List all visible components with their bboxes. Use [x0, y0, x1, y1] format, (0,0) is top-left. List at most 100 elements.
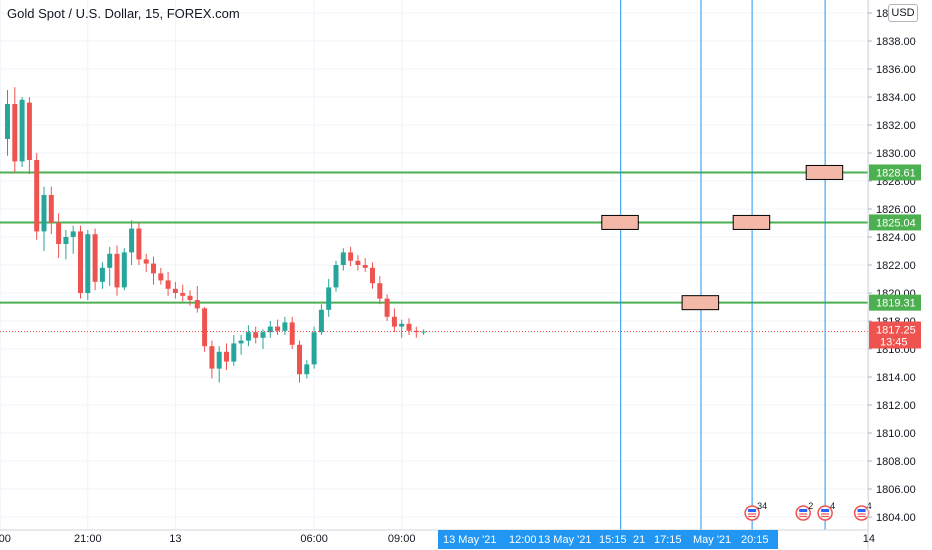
- candle-body: [56, 223, 62, 244]
- candle-body: [333, 265, 339, 288]
- time-tag-label: 13 May '21: [538, 534, 591, 546]
- level-price-tag-label: 1825.04: [876, 217, 916, 229]
- marker-rect[interactable]: [732, 214, 771, 230]
- time-tick-label: 6:00: [0, 533, 11, 545]
- candle-body: [99, 267, 105, 282]
- event-count: 34: [757, 501, 767, 511]
- currency-button[interactable]: USD: [888, 4, 918, 22]
- candle-body: [41, 195, 47, 232]
- time-tick-label: 13: [169, 533, 181, 545]
- candle-body: [318, 309, 324, 333]
- candle-body: [231, 343, 237, 362]
- time-tick-label: 06:00: [300, 533, 328, 545]
- price-tick-label: 1830.00: [876, 148, 916, 160]
- candle-body: [151, 263, 156, 274]
- economic-events[interactable]: 34 2 4 4: [744, 501, 872, 521]
- candle-body: [70, 231, 76, 237]
- flag-canton: [857, 509, 866, 512]
- flag-canton: [748, 509, 757, 512]
- price-axis[interactable]: 1804.00 1806.00 1808.00 1810.00 1812.00 1814.…: [867, 0, 921, 550]
- price-tick-label: 1824.00: [876, 232, 916, 244]
- level-price-tag[interactable]: [869, 214, 921, 231]
- candle-body: [12, 104, 18, 162]
- horizontal-levels[interactable]: [0, 171, 868, 304]
- candle-body: [5, 104, 10, 139]
- level-price-tag-label: 1828.61: [876, 167, 916, 179]
- time-tag-label: 17:15: [654, 534, 682, 546]
- candle-body: [275, 326, 281, 331]
- time-tag-label: 21: [633, 534, 645, 546]
- candle-body: [370, 267, 375, 284]
- marker-rect[interactable]: [681, 295, 720, 311]
- candle-body: [267, 326, 273, 333]
- candle-body: [136, 228, 142, 260]
- time-tag-label: 12:00: [509, 534, 537, 546]
- candle-body: [172, 288, 178, 293]
- price-tick-label: 1836.00: [876, 64, 916, 76]
- candle-body: [114, 253, 120, 288]
- candle-body: [34, 160, 40, 232]
- chart-title: Gold Spot / U.S. Dollar, 15, FOREX.com: [7, 6, 240, 21]
- time-tag-label: 20:15: [741, 534, 769, 546]
- candle-body: [78, 231, 83, 293]
- price-tick-label: 1838.00: [876, 36, 916, 48]
- candle-body: [245, 332, 251, 341]
- level-price-tag-label: 1819.31: [876, 298, 916, 310]
- candle-body: [413, 330, 419, 333]
- candle-body: [238, 340, 244, 344]
- candle-body: [129, 228, 135, 253]
- candle-body: [289, 322, 295, 345]
- candles: [5, 87, 427, 383]
- candle-body: [282, 322, 288, 331]
- candle-body: [158, 273, 164, 281]
- candle-body: [26, 102, 32, 160]
- candle-body: [406, 323, 412, 331]
- candle-body: [19, 99, 25, 162]
- candle-body: [377, 283, 383, 299]
- candle-body: [253, 332, 259, 338]
- time-tick-label: 14: [863, 533, 875, 545]
- price-tick-label: 1804.00: [876, 512, 916, 524]
- time-tag-label: May '21: [693, 534, 731, 546]
- price-tick-label: 1832.00: [876, 120, 916, 132]
- level-price-tag[interactable]: [869, 164, 921, 181]
- countdown-label: 13:45: [880, 337, 908, 349]
- level-price-tag[interactable]: [869, 294, 921, 311]
- price-tick-label: 1808.00: [876, 456, 916, 468]
- flag-canton: [821, 509, 830, 512]
- price-tick-label: 1834.00: [876, 92, 916, 104]
- candle-body: [216, 351, 222, 369]
- time-tag-label: 13 May '21: [443, 534, 496, 546]
- candle-body: [107, 253, 113, 268]
- markers[interactable]: [601, 164, 844, 311]
- candle-body: [384, 298, 390, 317]
- candle-body: [92, 234, 98, 282]
- candle-body: [63, 237, 69, 244]
- price-tick-label: 1826.00: [876, 204, 916, 216]
- vertical-lines[interactable]: [620, 0, 826, 530]
- time-tick-label: 09:00: [388, 533, 416, 545]
- candle-body: [224, 351, 229, 362]
- price-tick-label: 1812.00: [876, 400, 916, 412]
- candle-body: [399, 323, 405, 327]
- candle-body: [362, 265, 368, 268]
- price-tick-label: 1814.00: [876, 372, 916, 384]
- price-tick-label: 1822.00: [876, 260, 916, 272]
- grid: [0, 0, 870, 530]
- candle-body: [187, 295, 193, 300]
- candle-body: [143, 259, 149, 264]
- candle-body: [202, 308, 208, 347]
- candle-body: [180, 293, 186, 296]
- price-tick-label: 1810.00: [876, 428, 916, 440]
- candle-body: [194, 300, 200, 309]
- event-count: 4: [867, 501, 872, 511]
- marker-rect[interactable]: [805, 164, 844, 180]
- marker-rect[interactable]: [601, 214, 639, 230]
- candle-body: [165, 280, 171, 289]
- candle-body: [391, 316, 397, 327]
- time-tick-label: 21:00: [74, 533, 102, 545]
- candle-body: [304, 364, 310, 375]
- candle-body: [340, 252, 346, 265]
